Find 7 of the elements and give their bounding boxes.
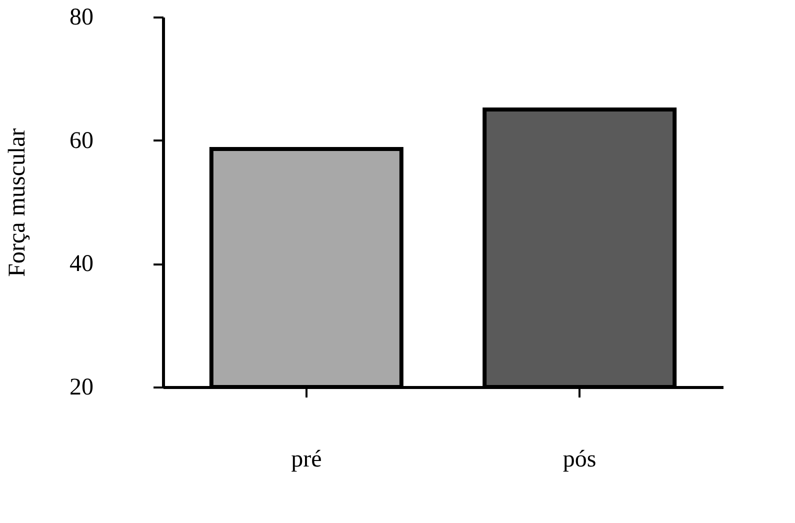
y-tick-label: 40: [70, 251, 94, 278]
y-axis-title: Força muscular: [4, 128, 30, 277]
y-tick-label: 20: [70, 374, 94, 400]
x-tick-label: pós: [562, 446, 596, 472]
x-tick-label: pré: [291, 446, 322, 472]
y-tick-label: 80: [70, 4, 94, 30]
y-tick-label: 60: [70, 128, 94, 154]
